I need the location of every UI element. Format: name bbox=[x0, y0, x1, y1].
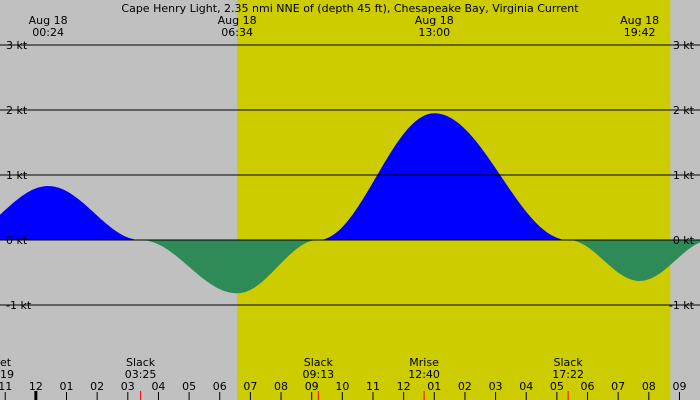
top-event-time: 00:24 bbox=[32, 26, 64, 39]
x-tick-label: 12 bbox=[397, 380, 411, 393]
y-tick-label-left: 2 kt bbox=[6, 104, 28, 117]
x-tick-label: 12 bbox=[29, 380, 43, 393]
y-gridlines bbox=[0, 44, 700, 306]
top-event-date: Aug 18 bbox=[29, 14, 68, 27]
x-tick-label: 11 bbox=[0, 380, 12, 393]
bottom-event-label: Slack bbox=[126, 356, 156, 369]
y-tick-label-right: -1 kt bbox=[669, 299, 695, 312]
x-tick-label: 10 bbox=[335, 380, 349, 393]
top-event-date: Aug 18 bbox=[415, 14, 454, 27]
x-tick-label: 11 bbox=[366, 380, 380, 393]
x-tick-label: 08 bbox=[274, 380, 288, 393]
y-tick-label-right: 1 kt bbox=[673, 169, 695, 182]
x-tick-label: 06 bbox=[581, 380, 595, 393]
bottom-event-time: 12:40 bbox=[408, 368, 440, 381]
top-event-time: 13:00 bbox=[418, 26, 450, 39]
ebb-area bbox=[568, 240, 700, 281]
top-event-date: Aug 18 bbox=[218, 14, 257, 27]
x-tick-label: 06 bbox=[213, 380, 227, 393]
top-event-date: Aug 18 bbox=[620, 14, 659, 27]
x-tick-label: 02 bbox=[458, 380, 472, 393]
bottom-event-time: 03:25 bbox=[125, 368, 157, 381]
bottom-event-time: 09:13 bbox=[302, 368, 334, 381]
x-tick-label: 08 bbox=[642, 380, 656, 393]
x-tick-label: 02 bbox=[90, 380, 104, 393]
bottom-event-label: et bbox=[0, 356, 12, 369]
x-tick-label: 07 bbox=[243, 380, 257, 393]
x-tick-label: 05 bbox=[182, 380, 196, 393]
y-tick-label-right: 0 kt bbox=[673, 234, 695, 247]
x-axis-ticks: 11 12 01 02 03 04 05 06 07 08 09 10 11 12 01 02 03 04 05 06… bbox=[0, 380, 686, 400]
x-tick-label: 01 bbox=[60, 380, 74, 393]
chart-title: Cape Henry Light, 2.35 nmi NNE of (depth… bbox=[121, 2, 579, 15]
bottom-event-label: Mrise bbox=[409, 356, 439, 369]
bottom-event-time: 19 bbox=[0, 368, 14, 381]
bottom-event-label: Slack bbox=[304, 356, 334, 369]
top-event-time: 06:34 bbox=[221, 26, 253, 39]
current-time-marker bbox=[34, 391, 38, 400]
current-areas bbox=[0, 113, 700, 294]
bottom-event-time: 17:22 bbox=[552, 368, 584, 381]
bottom-event-labels: et19Slack03:25Slack09:13Mrise12:40Slack1… bbox=[0, 356, 584, 381]
x-tick-label: 03 bbox=[489, 380, 503, 393]
y-tick-label-right: 3 kt bbox=[673, 39, 695, 52]
x-tick-label: 01 bbox=[427, 380, 441, 393]
top-event-time: 19:42 bbox=[624, 26, 656, 39]
y-tick-label-right: 2 kt bbox=[673, 104, 695, 117]
x-tick-label: 04 bbox=[519, 380, 533, 393]
flood-area bbox=[318, 113, 569, 240]
bottom-event-label: Slack bbox=[554, 356, 584, 369]
event-markers bbox=[34, 391, 569, 400]
x-tick-label: 05 bbox=[550, 380, 564, 393]
x-tick-label: 03 bbox=[121, 380, 135, 393]
y-tick-label-left: 1 kt bbox=[6, 169, 28, 182]
y-tick-label-left: 3 kt bbox=[6, 39, 28, 52]
ebb-area bbox=[140, 240, 319, 294]
y-axis-labels: 3 kt 3 kt 2 kt 2 kt 1 kt 1 kt 0 kt 0 kt -1 kt -1 … bbox=[6, 39, 695, 312]
x-tick-label: 09 bbox=[672, 380, 686, 393]
x-tick-label: 04 bbox=[151, 380, 165, 393]
y-tick-label-left: -1 kt bbox=[6, 299, 32, 312]
y-tick-label-left: 0 kt bbox=[6, 234, 28, 247]
flood-area bbox=[0, 186, 141, 240]
x-tick-label: 07 bbox=[611, 380, 625, 393]
x-tick-label: 09 bbox=[305, 380, 319, 393]
